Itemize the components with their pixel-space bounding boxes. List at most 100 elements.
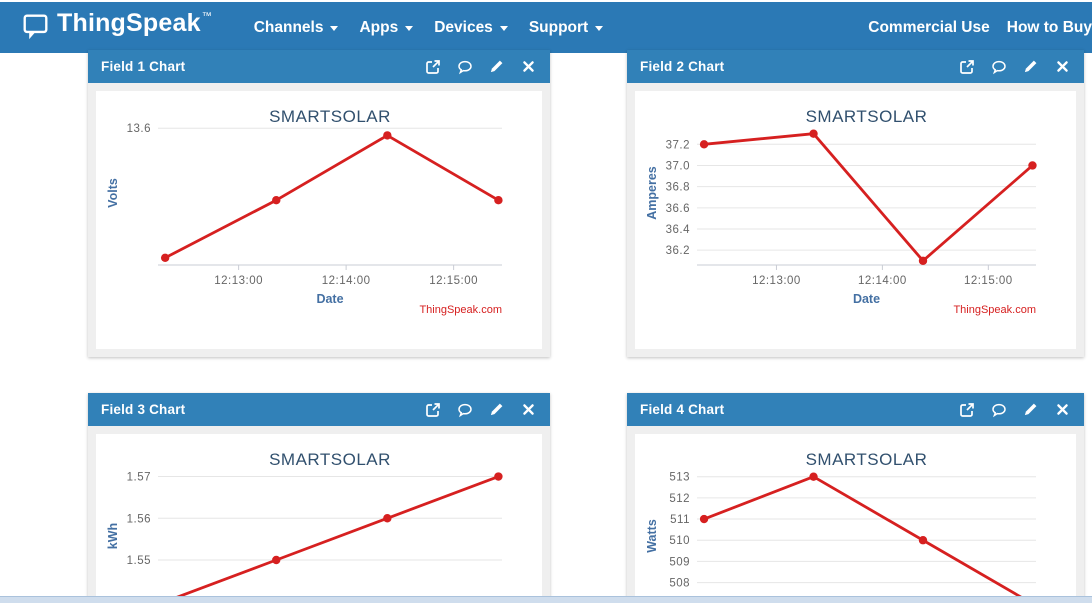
field2-line-chart: SMARTSOLAR 37.2 37.0 36.8 36.6 36.4 36.2 12:13:… — [635, 91, 1076, 349]
open-chart-icon[interactable] — [958, 58, 975, 75]
chart-title: SMARTSOLAR — [806, 450, 928, 469]
svg-text:36.6: 36.6 — [666, 203, 690, 215]
svg-text:508: 508 — [669, 578, 690, 590]
field3-chart-panel: Field 3 Chart SMARTSOLAR1.571.561.5512:1… — [88, 393, 550, 603]
chart-title: SMARTSOLAR — [806, 107, 928, 126]
open-chart-icon[interactable] — [958, 401, 975, 418]
line-series — [164, 134, 500, 260]
close-icon[interactable] — [520, 58, 537, 75]
data-point — [494, 472, 503, 481]
svg-text:36.2: 36.2 — [666, 245, 690, 257]
data-point — [699, 140, 709, 149]
data-point — [160, 253, 170, 262]
panel-tools — [424, 401, 537, 418]
panel-title: Field 2 Chart — [640, 59, 725, 74]
svg-text:13.6: 13.6 — [127, 123, 151, 135]
comment-icon[interactable] — [456, 401, 473, 418]
comment-icon[interactable] — [990, 58, 1007, 75]
data-point — [272, 196, 281, 205]
data-point — [494, 196, 503, 205]
field1-chart-panel: Field 1 Chart SMARTSOLAR 13.6 12:13:00 12:1… — [88, 50, 550, 357]
main-menu: Channels Apps Devices Support — [254, 19, 604, 37]
panel-header: Field 1 Chart — [88, 50, 550, 83]
svg-text:12:13:00: 12:13:00 — [752, 275, 801, 287]
data-point — [918, 536, 928, 545]
menu-devices[interactable]: Devices — [434, 19, 508, 37]
chart-title: SMARTSOLAR — [269, 107, 391, 126]
brand-trademark: ™ — [201, 11, 212, 22]
panel-title: Field 3 Chart — [101, 402, 186, 417]
svg-text:12:14:00: 12:14:00 — [322, 275, 371, 287]
chart-svg: SMARTSOLAR51351251151050950812:13:0012:1… — [645, 450, 1037, 603]
svg-text:36.4: 36.4 — [666, 224, 690, 236]
menu-how-to-buy[interactable]: How to Buy — [1006, 18, 1092, 36]
caret-down-icon — [405, 26, 414, 31]
panel-title: Field 4 Chart — [640, 402, 725, 417]
menu-channels[interactable]: Channels — [254, 19, 339, 37]
edit-icon[interactable] — [1022, 58, 1039, 75]
svg-text:12:15:00: 12:15:00 — [429, 275, 478, 287]
line-series — [703, 475, 1034, 603]
open-chart-icon[interactable] — [424, 401, 441, 418]
comment-icon[interactable] — [456, 58, 473, 75]
svg-text:513: 513 — [669, 472, 690, 484]
data-point — [383, 514, 392, 523]
close-icon[interactable] — [1054, 58, 1071, 75]
panel-body: SMARTSOLAR 37.2 37.0 36.8 36.6 36.4 36.2 12:13:… — [627, 83, 1084, 357]
open-chart-icon[interactable] — [424, 58, 441, 75]
svg-text:12:14:00: 12:14:00 — [858, 275, 907, 287]
panel-tools — [958, 401, 1071, 418]
edit-icon[interactable] — [488, 58, 505, 75]
menu-commercial-use[interactable]: Commercial Use — [868, 18, 990, 36]
panel-tools — [424, 58, 537, 75]
data-point — [809, 129, 818, 138]
data-point — [918, 256, 928, 265]
panel-header: Field 3 Chart — [88, 393, 550, 426]
data-point — [383, 131, 392, 140]
menu-support[interactable]: Support — [529, 19, 604, 37]
secondary-menu: Commercial Use How to Buy — [868, 2, 1092, 53]
field3-line-chart: SMARTSOLAR1.571.561.5512:13:0012:14:0012… — [96, 434, 542, 603]
svg-text:1.56: 1.56 — [127, 513, 151, 525]
svg-text:512: 512 — [669, 493, 690, 505]
field4-line-chart: SMARTSOLAR51351251151050950812:13:0012:1… — [635, 434, 1076, 603]
panel-header: Field 2 Chart — [627, 50, 1084, 83]
horizontal-scrollbar[interactable] — [0, 596, 1092, 603]
field1-line-chart: SMARTSOLAR 13.6 12:13:00 12:14:00 12:15:00 Da… — [96, 91, 542, 349]
comment-icon[interactable] — [990, 401, 1007, 418]
line-series — [703, 132, 1034, 263]
chart-credit: ThingSpeak.com — [419, 304, 502, 316]
chart-svg: SMARTSOLAR1.571.561.5512:13:0012:14:0012… — [106, 450, 503, 603]
menu-apps[interactable]: Apps — [359, 19, 414, 37]
x-axis-title: Date — [853, 292, 880, 306]
close-icon[interactable] — [520, 401, 537, 418]
y-axis-title: Amperes — [645, 166, 659, 220]
data-point — [272, 555, 281, 565]
speech-bubble-icon — [22, 12, 49, 46]
caret-down-icon — [499, 26, 508, 31]
svg-text:37.2: 37.2 — [666, 139, 690, 151]
chart-svg: SMARTSOLAR 13.6 12:13:00 12:14:00 12:15:00 Da… — [106, 107, 503, 316]
edit-icon[interactable] — [1022, 401, 1039, 418]
top-navbar: ThingSpeak ™ Channels Apps Devices Suppo… — [0, 2, 1092, 53]
svg-text:1.55: 1.55 — [127, 555, 151, 567]
chart-credit: ThingSpeak.com — [953, 304, 1036, 316]
svg-text:36.8: 36.8 — [666, 182, 690, 194]
field4-chart-panel: Field 4 Chart SMARTSOLAR 513 512 511 510 509 5… — [627, 393, 1084, 603]
edit-icon[interactable] — [488, 401, 505, 418]
thingspeak-logo[interactable]: ThingSpeak ™ — [22, 9, 212, 46]
y-axis-title: kWh — [106, 523, 120, 549]
svg-text:12:15:00: 12:15:00 — [964, 275, 1013, 287]
data-point — [809, 472, 818, 481]
field2-chart-panel: Field 2 Chart SMARTSOLAR 37.2 37.0 36.8 36.6… — [627, 50, 1084, 357]
caret-down-icon — [330, 26, 339, 31]
y-axis-title: Watts — [645, 519, 659, 553]
panel-title: Field 1 Chart — [101, 59, 186, 74]
panel-header: Field 4 Chart — [627, 393, 1084, 426]
line-series — [164, 475, 499, 603]
caret-down-icon — [595, 26, 604, 31]
y-axis-title: Volts — [106, 178, 120, 208]
svg-text:509: 509 — [669, 556, 690, 568]
close-icon[interactable] — [1054, 401, 1071, 418]
